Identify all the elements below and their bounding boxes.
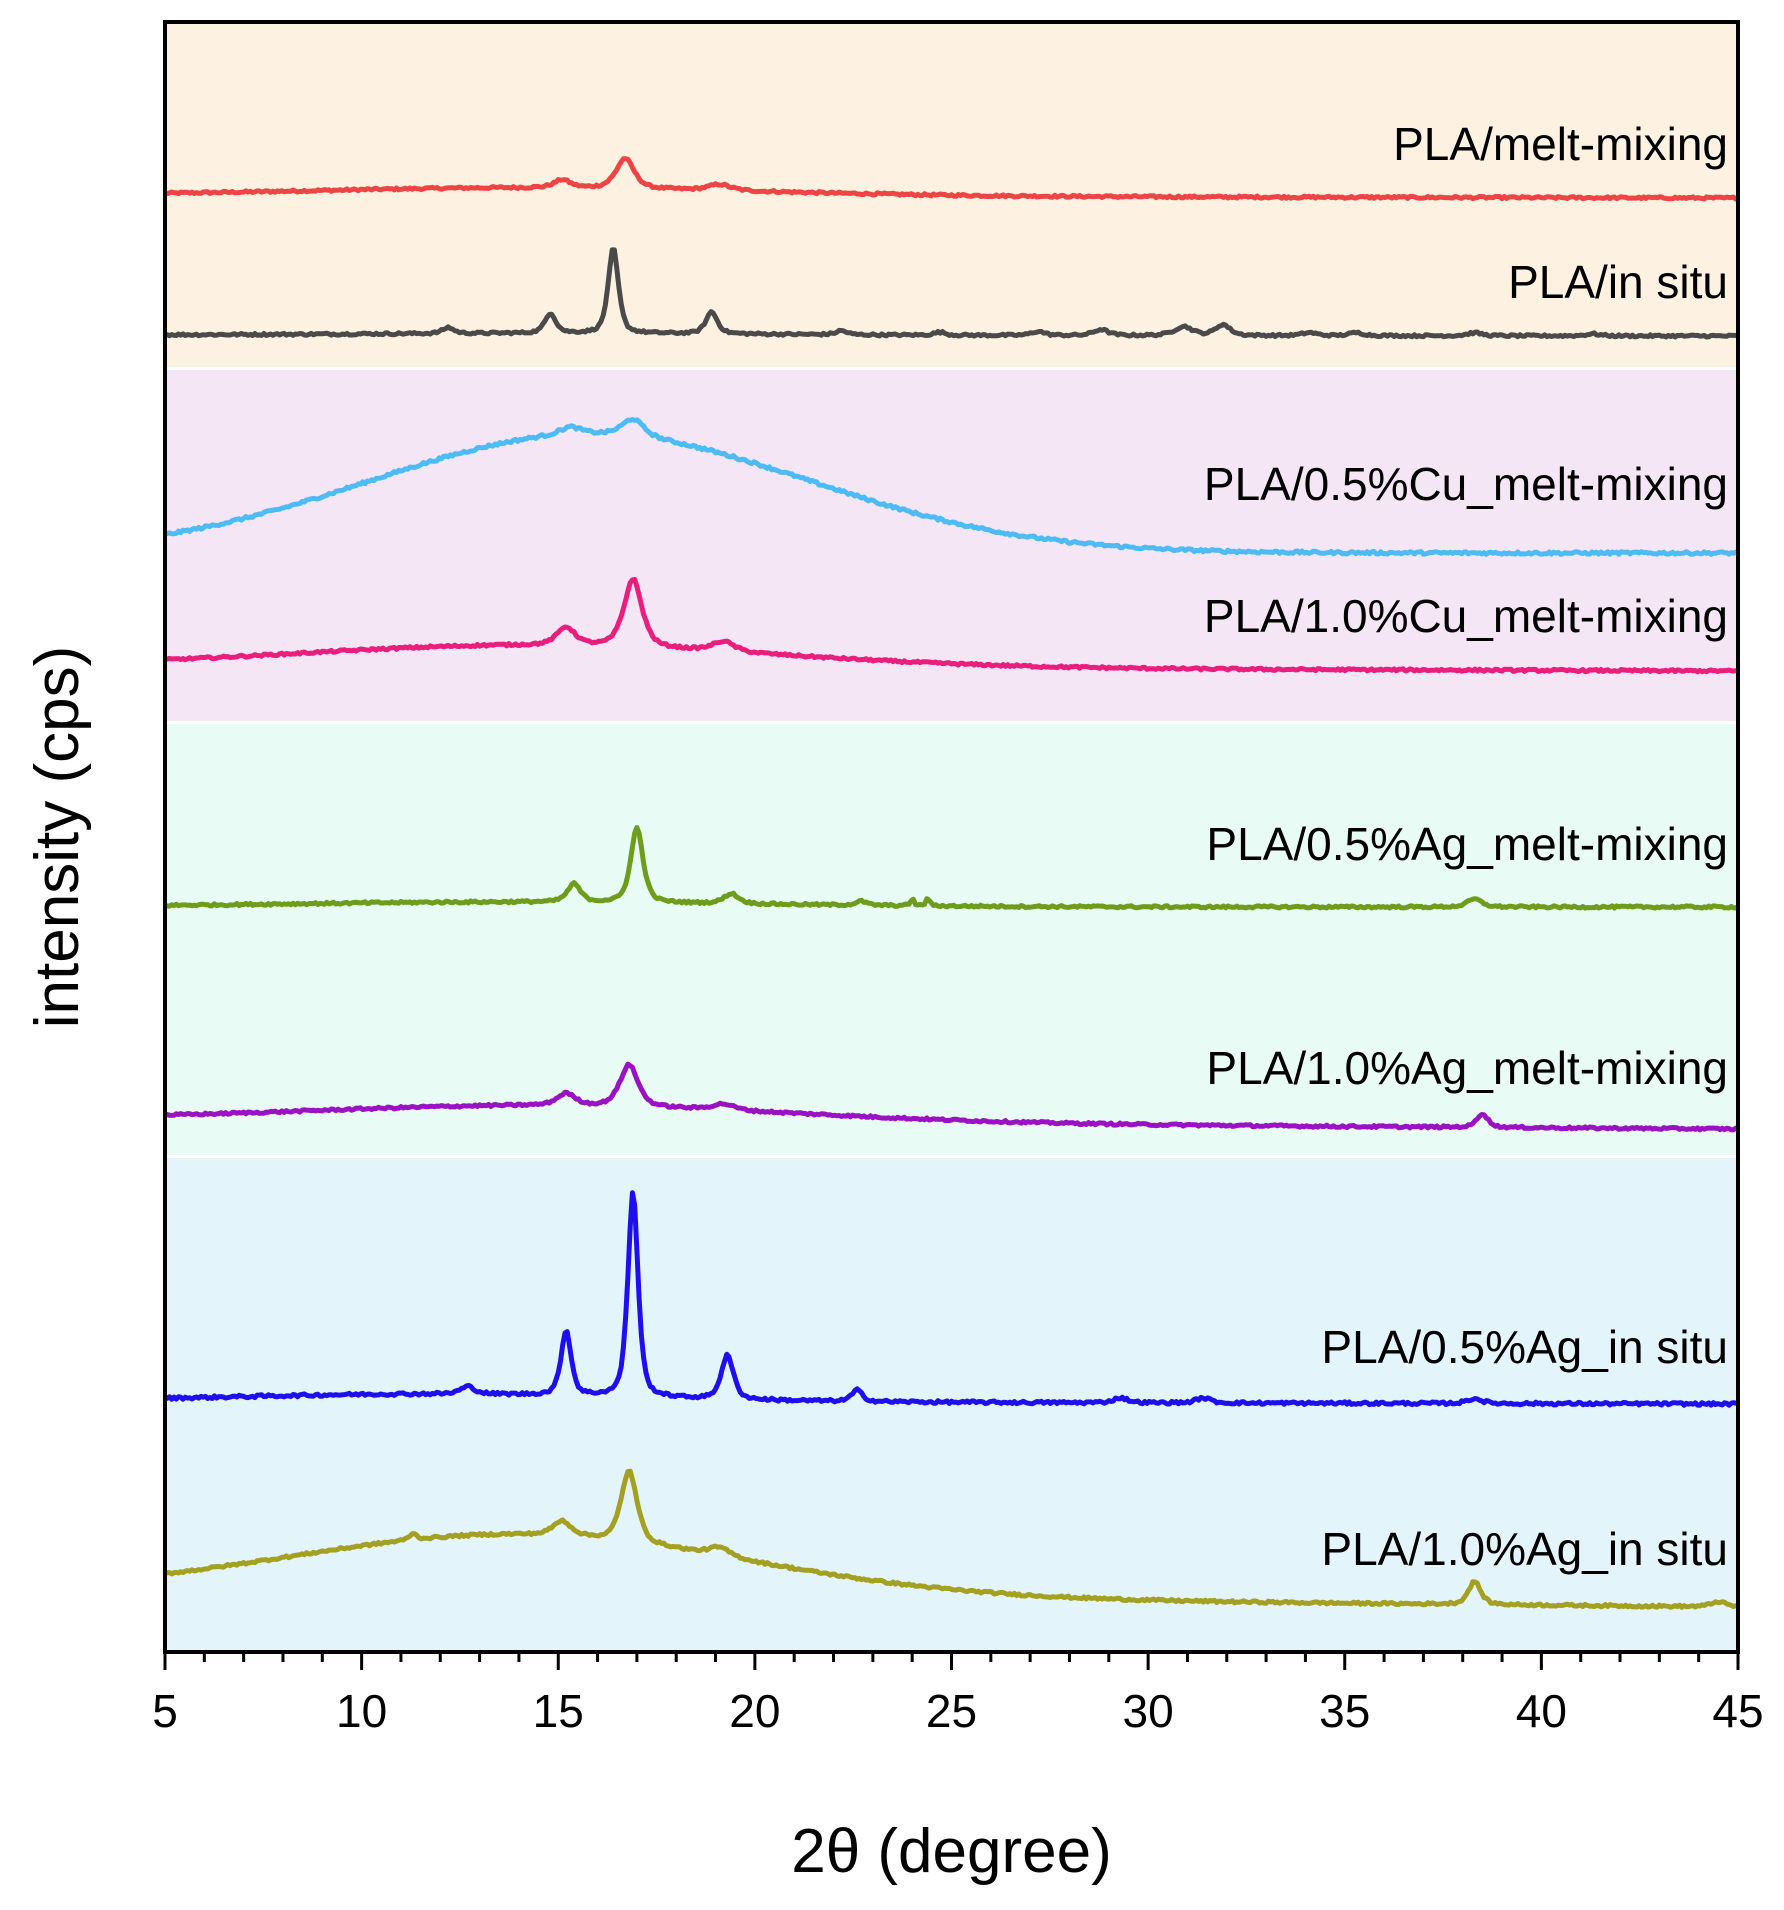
series-line-8 bbox=[163, 1468, 1739, 1610]
series-line-5 bbox=[164, 825, 1740, 911]
x-tick-label: 45 bbox=[1712, 1685, 1763, 1737]
x-axis-ticks: 5 10 15 20 25 30 35 40 45 bbox=[152, 1652, 1764, 1737]
x-tick-label: 30 bbox=[1123, 1685, 1174, 1737]
band-4 bbox=[165, 1158, 1738, 1652]
x-tick-label: 40 bbox=[1516, 1685, 1567, 1737]
x-tick-label: 35 bbox=[1319, 1685, 1370, 1737]
series-label-5: PLA/0.5%Ag_melt-mixing bbox=[1206, 818, 1728, 870]
series-line-4 bbox=[164, 577, 1739, 675]
series-label-6: PLA/1.0%Ag_melt-mixing bbox=[1206, 1042, 1728, 1094]
series-lines bbox=[163, 156, 1740, 1610]
series-label-2: PLA/in situ bbox=[1508, 256, 1728, 308]
band-3 bbox=[165, 724, 1738, 1155]
series-line-3 bbox=[164, 417, 1740, 557]
x-tick-label: 20 bbox=[729, 1685, 780, 1737]
x-tick-label: 10 bbox=[336, 1685, 387, 1737]
series-line-2 bbox=[164, 247, 1740, 340]
series-label-1: PLA/melt-mixing bbox=[1393, 118, 1728, 170]
background-bands bbox=[165, 22, 1738, 1652]
series-label-7: PLA/0.5%Ag_in situ bbox=[1321, 1321, 1728, 1373]
series-label-4: PLA/1.0%Cu_melt-mixing bbox=[1204, 590, 1728, 642]
x-tick-label: 15 bbox=[533, 1685, 584, 1737]
x-tick-label: 25 bbox=[926, 1685, 977, 1737]
series-labels: PLA/melt-mixing PLA/in situ PLA/0.5%Cu_mel… bbox=[1204, 118, 1728, 1575]
x-tick-label: 5 bbox=[152, 1685, 178, 1737]
y-axis-title: intensity (cps) bbox=[23, 646, 92, 1028]
series-label-8: PLA/1.0%Ag_in situ bbox=[1321, 1523, 1728, 1575]
series-label-3: PLA/0.5%Cu_melt-mixing bbox=[1204, 458, 1728, 510]
x-axis-title: 2θ (degree) bbox=[791, 1817, 1112, 1886]
series-line-6 bbox=[163, 1061, 1739, 1133]
series-line-1 bbox=[164, 156, 1739, 202]
series-line-7 bbox=[164, 1190, 1739, 1408]
